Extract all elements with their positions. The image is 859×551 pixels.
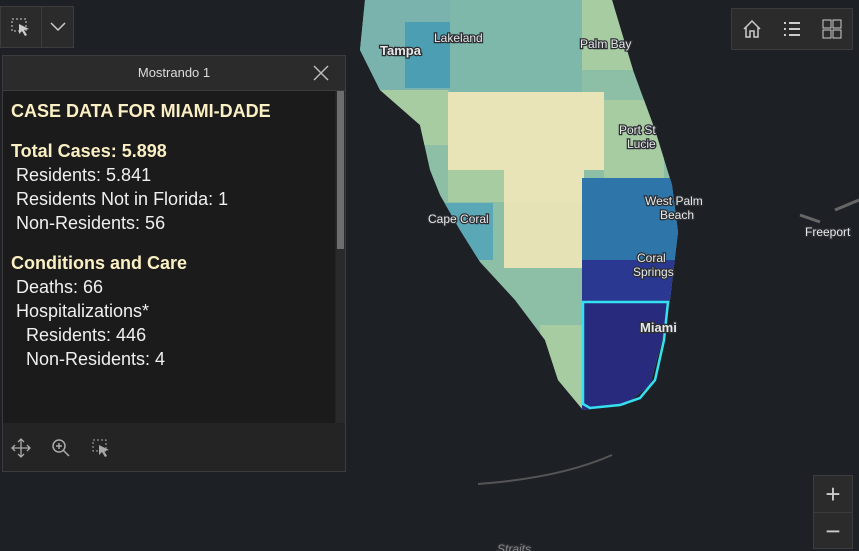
line: Non-Residents: 56 <box>16 213 166 233</box>
total-cases: Total Cases: 5.898 <box>11 141 167 161</box>
map-label: Tampa <box>380 43 422 58</box>
zoom-in[interactable]: + <box>814 476 852 513</box>
icon <box>743 19 761 38</box>
popup-header: Mostrando 1 <box>3 56 345 91</box>
scroll-thumb[interactable] <box>337 91 344 249</box>
top-right-toolbar <box>731 8 853 50</box>
popup-title: Mostrando 1 <box>137 65 211 80</box>
popup-content: CASE DATA FOR MIAMI-DADE Total Cases: 5.… <box>3 91 335 423</box>
icon <box>822 19 842 39</box>
line: Residents: 5.841 <box>16 165 152 185</box>
popup-footer <box>3 424 345 471</box>
map-label: Palm Bay <box>580 37 631 51</box>
legend-button[interactable] <box>772 9 812 49</box>
dropdown-button[interactable] <box>42 7 73 47</box>
scrollbar[interactable] <box>336 91 345 423</box>
top-left-toolbar <box>0 6 74 48</box>
map-label: West Palm <box>645 194 703 208</box>
home-button[interactable] <box>732 9 772 49</box>
zoom-control: + − <box>813 475 853 549</box>
section-heading: Conditions and Care <box>11 253 188 273</box>
map-label: Port St <box>619 123 656 137</box>
pan-button[interactable] <box>11 437 31 458</box>
map-label: Lucie <box>627 137 656 151</box>
basemap-button[interactable] <box>812 9 852 49</box>
select-button[interactable] <box>1 7 42 47</box>
bahamas <box>799 198 859 224</box>
heading: CASE DATA FOR MIAMI-DADE <box>11 101 271 121</box>
map-label: Lakeland <box>434 31 483 45</box>
map-label: Beach <box>660 208 694 222</box>
map-label: Cape Coral <box>428 212 489 226</box>
line: Non-Residents: 4 <box>26 349 166 369</box>
line: Residents Not in Florida: 1 <box>16 189 229 209</box>
close-button[interactable] <box>313 65 329 81</box>
map-label: Springs <box>633 265 674 279</box>
icon <box>49 22 66 32</box>
map-label: Coral <box>637 251 666 265</box>
keys <box>477 454 613 485</box>
select-feature-button[interactable] <box>91 438 113 458</box>
popup: Mostrando 1 CASE DATA FOR MIAMI-DADE Tot… <box>2 55 346 472</box>
icon <box>784 22 800 36</box>
line: Deaths: 66 <box>16 277 104 297</box>
map-label: Straits <box>497 542 531 551</box>
zoom-to-button[interactable] <box>51 438 71 458</box>
line: Hospitalizations* <box>16 301 150 321</box>
zoom-out[interactable]: − <box>825 515 841 546</box>
map-label: Freeport <box>805 225 851 239</box>
icon <box>11 18 29 36</box>
selected-county[interactable] <box>581 300 670 410</box>
line: Residents: 446 <box>26 325 147 345</box>
map-label: Miami <box>640 320 677 335</box>
